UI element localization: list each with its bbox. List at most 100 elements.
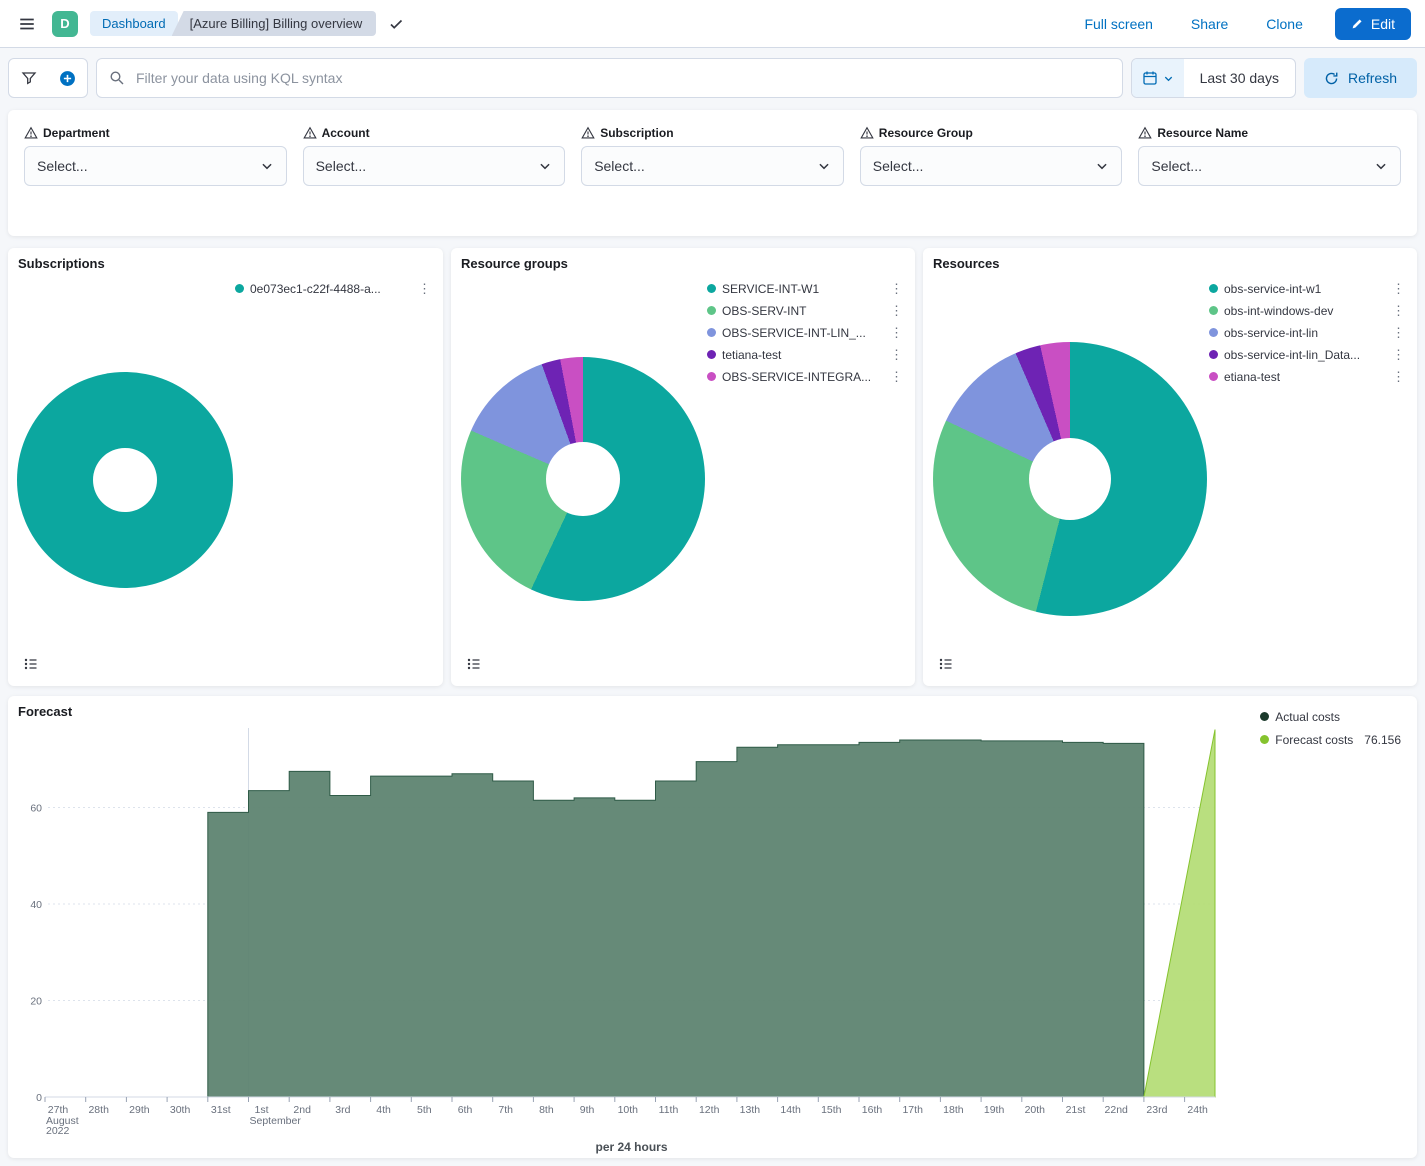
forecast-legend: Actual costs Forecast costs 76.156 xyxy=(1260,708,1401,748)
x-axis-tick-label: 12th xyxy=(699,1104,720,1116)
subscriptions-donut-chart[interactable] xyxy=(17,372,233,588)
warning-icon xyxy=(860,126,874,140)
warning-icon xyxy=(302,126,317,140)
chevron-down-icon xyxy=(1097,163,1108,170)
legend-color-dot xyxy=(707,350,716,359)
kql-search-input[interactable] xyxy=(134,69,1110,87)
x-axis-tick-label: 23rd xyxy=(1146,1104,1167,1116)
legend-item[interactable]: Actual costs xyxy=(1260,708,1401,725)
edit-button-label: Edit xyxy=(1370,15,1395,32)
legend-item[interactable]: OBS-SERVICE-INT-LIN_... ⋮ xyxy=(707,324,903,341)
x-axis-tick-label: 22nd xyxy=(1105,1104,1129,1116)
full-screen-button[interactable]: Full screen xyxy=(1078,15,1158,33)
forecast-costs-area[interactable] xyxy=(1143,729,1216,1098)
breadcrumb-page-title: [Azure Billing] Billing overview xyxy=(171,11,377,36)
legend-item[interactable]: 0e073ec1-c22f-4488-a... ⋮ xyxy=(235,280,431,297)
filter-resource-name: Resource Name Select... xyxy=(1138,126,1401,186)
legend-list-icon xyxy=(467,658,480,670)
subscription-select[interactable]: Select... xyxy=(581,146,844,186)
legend-options-icon[interactable]: ⋮ xyxy=(1392,281,1405,296)
legend-item[interactable]: OBS-SERV-INT ⋮ xyxy=(707,302,903,319)
edit-button[interactable]: Edit xyxy=(1334,7,1411,40)
controls-button-group xyxy=(8,58,88,98)
legend-options-icon[interactable]: ⋮ xyxy=(1392,369,1405,384)
resource-group-select[interactable]: Select... xyxy=(859,146,1123,186)
legend-options-icon[interactable]: ⋮ xyxy=(890,347,903,362)
legend-label: 0e073ec1-c22f-4488-a... xyxy=(250,281,381,296)
clone-button[interactable]: Clone xyxy=(1260,15,1309,33)
x-axis-tick-label: 5th xyxy=(417,1104,432,1116)
filter-resource-group: Resource Group Select... xyxy=(859,126,1123,186)
legend-item[interactable]: OBS-SERVICE-INTEGRA... ⋮ xyxy=(707,368,903,385)
legend-color-dot xyxy=(1209,328,1218,337)
legend-options-icon[interactable]: ⋮ xyxy=(890,281,903,296)
query-toolbar: Last 30 days Refresh xyxy=(0,48,1425,110)
x-axis-tick-label: 31st xyxy=(211,1104,231,1116)
time-range-value[interactable]: Last 30 days xyxy=(1199,70,1279,86)
select-placeholder: Select... xyxy=(872,158,924,174)
select-placeholder: Select... xyxy=(37,158,88,174)
select-placeholder: Select... xyxy=(594,158,645,174)
refresh-button-label: Refresh xyxy=(1347,70,1397,86)
legend-item[interactable]: obs-service-int-w1 ⋮ xyxy=(1209,280,1405,297)
legend-options-icon[interactable]: ⋮ xyxy=(890,369,903,384)
warning-icon xyxy=(581,126,595,140)
legend-item[interactable]: etiana-test ⋮ xyxy=(1209,368,1405,385)
x-axis-tick-label: 13th xyxy=(740,1104,761,1116)
share-button[interactable]: Share xyxy=(1185,15,1234,33)
legend-label: OBS-SERVICE-INT-LIN_... xyxy=(722,325,866,340)
legend-item[interactable]: obs-service-int-lin ⋮ xyxy=(1209,324,1405,341)
y-axis-tick-label: 20 xyxy=(30,996,42,1008)
legend-label: obs-service-int-lin xyxy=(1224,325,1319,340)
chevron-down-icon xyxy=(540,163,550,170)
x-axis-tick-label: 7th xyxy=(498,1104,513,1116)
department-select[interactable]: Select... xyxy=(24,146,287,186)
x-axis-tick-label: 2nd xyxy=(293,1104,311,1116)
legend-options-icon[interactable]: ⋮ xyxy=(890,325,903,340)
legend-options-icon[interactable]: ⋮ xyxy=(1392,303,1405,318)
breadcrumb-dashboard[interactable]: Dashboard xyxy=(90,11,178,36)
legend-toggle-button[interactable] xyxy=(463,653,485,678)
legend-item[interactable]: tetiana-test ⋮ xyxy=(707,346,903,363)
legend-item[interactable]: obs-int-windows-dev ⋮ xyxy=(1209,302,1405,319)
filter-icon[interactable] xyxy=(9,59,48,97)
resource-name-select[interactable]: Select... xyxy=(1138,146,1401,186)
legend-color-dot xyxy=(1260,712,1270,721)
panel-subscriptions: Subscriptions 0e073ec1-c22f-4488-a... ⋮ xyxy=(8,248,443,686)
legend-options-icon[interactable]: ⋮ xyxy=(418,281,431,296)
refresh-button[interactable]: Refresh xyxy=(1303,58,1417,98)
legend-options-icon[interactable]: ⋮ xyxy=(1392,347,1405,362)
panel-forecast: Forecast Actual costs Forecast costs 76.… xyxy=(8,696,1417,1158)
legend-options-icon[interactable]: ⋮ xyxy=(1392,325,1405,340)
x-axis-tick-label: 6th xyxy=(458,1104,473,1116)
x-axis-tick-label: 1st xyxy=(254,1104,268,1116)
legend-color-dot xyxy=(707,328,716,337)
warning-icon xyxy=(1138,126,1153,140)
panel-resources: Resources obs-service-int-w1 ⋮ obs-int-win… xyxy=(923,248,1417,686)
account-select[interactable]: Select... xyxy=(302,146,566,186)
kql-search-bar xyxy=(96,58,1123,98)
x-axis-tick-label: 17th xyxy=(902,1104,923,1116)
legend-toggle-button[interactable] xyxy=(20,653,42,678)
legend-label: OBS-SERV-INT xyxy=(722,303,807,318)
menu-hamburger-icon[interactable] xyxy=(14,11,40,37)
add-control-plus-icon[interactable] xyxy=(48,59,87,97)
space-avatar[interactable]: D xyxy=(52,10,78,37)
resource-groups-donut-chart[interactable] xyxy=(461,357,705,601)
legend-item[interactable]: SERVICE-INT-W1 ⋮ xyxy=(707,280,903,297)
legend-item[interactable]: Forecast costs 76.156 xyxy=(1260,731,1401,748)
date-picker: Last 30 days xyxy=(1130,58,1296,98)
filter-label: Subscription xyxy=(600,126,674,140)
forecast-area-chart[interactable]: 0 20 40 60 27th 28th 29th 30th 31st 1st 2nd 3rd 4th 5… xyxy=(8,722,1248,1138)
legend-toggle-button[interactable] xyxy=(935,653,957,678)
calendar-button[interactable] xyxy=(1131,59,1184,97)
y-axis-tick-label: 0 xyxy=(36,1092,42,1104)
legend-color-dot xyxy=(707,284,716,293)
x-axis-tick-label: 24th xyxy=(1187,1104,1208,1116)
legend-item[interactable]: obs-service-int-lin_Data... ⋮ xyxy=(1209,346,1405,363)
actual-costs-area[interactable] xyxy=(207,739,1145,1098)
filter-label: Department xyxy=(43,126,110,140)
resources-donut-chart[interactable] xyxy=(933,342,1207,616)
legend-options-icon[interactable]: ⋮ xyxy=(890,303,903,318)
legend-color-dot xyxy=(1209,372,1218,381)
